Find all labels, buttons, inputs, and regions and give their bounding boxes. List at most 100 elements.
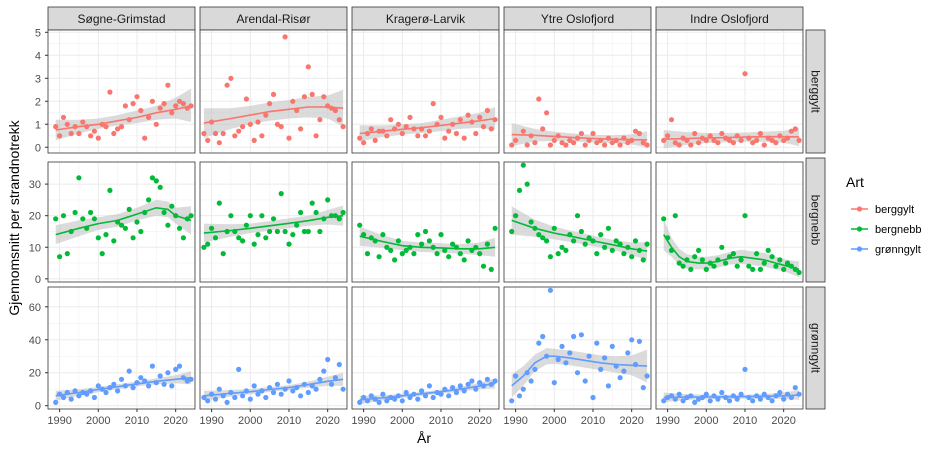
row-strip-bergnebb xyxy=(805,157,826,283)
data-point xyxy=(524,142,530,148)
legend-key-point xyxy=(856,246,863,252)
panels-layer: Søgne-Grimstad Arendal-Risør Kragerø-Larvi… xyxy=(29,6,826,427)
panel-gronngylt-kragero-larvik xyxy=(351,286,500,410)
panel-bergnebb-ytre-oslofjord xyxy=(503,161,652,283)
data-point xyxy=(286,241,292,247)
panel-background xyxy=(656,287,803,409)
data-point xyxy=(426,238,432,244)
data-point xyxy=(57,133,63,139)
row-strip-label: grønngylt xyxy=(809,323,823,374)
data-point xyxy=(492,117,498,123)
data-point xyxy=(99,251,105,257)
data-point xyxy=(91,216,97,222)
data-point xyxy=(60,394,67,401)
data-point xyxy=(484,376,490,382)
x-tick-label: 2020 xyxy=(619,415,643,427)
panel-border xyxy=(199,286,348,410)
data-point xyxy=(68,130,74,137)
data-point xyxy=(173,366,179,372)
confidence-ribbon xyxy=(203,89,344,139)
data-point xyxy=(274,381,280,387)
y-tick-label: 0 xyxy=(35,274,41,286)
data-point xyxy=(438,391,444,397)
data-point xyxy=(236,235,242,241)
data-point xyxy=(738,257,744,263)
data-point xyxy=(255,391,261,397)
data-point xyxy=(309,200,315,206)
trend-line xyxy=(55,206,192,236)
data-point xyxy=(516,393,523,399)
panel-bergnebb-arendal-risor xyxy=(199,161,348,283)
data-point xyxy=(57,254,63,260)
data-point xyxy=(240,393,246,399)
facet-strip-label: Indre Oslofjord xyxy=(690,12,769,26)
data-point xyxy=(742,366,748,372)
data-point xyxy=(586,353,592,359)
data-point xyxy=(473,130,479,137)
data-point xyxy=(157,373,163,379)
data-point xyxy=(388,117,394,123)
facet-strip-label: Arendal-Risør xyxy=(236,12,310,26)
data-point xyxy=(298,209,304,216)
data-point xyxy=(469,378,475,384)
data-point xyxy=(590,394,596,401)
legend-key-point xyxy=(856,226,863,232)
panel-berggylt-arendal-risor xyxy=(199,29,348,154)
data-point xyxy=(715,140,721,146)
data-point xyxy=(680,398,686,404)
data-point xyxy=(602,142,608,148)
data-point xyxy=(644,142,650,148)
data-point xyxy=(629,337,635,343)
data-point xyxy=(450,385,456,391)
x-tick-label: 2000 xyxy=(238,415,262,427)
data-point xyxy=(361,140,367,146)
data-point xyxy=(149,175,155,181)
y-tick-label: 60 xyxy=(29,302,41,314)
data-point xyxy=(340,124,346,130)
x-tick-label: 2000 xyxy=(390,415,414,427)
data-point xyxy=(617,142,623,148)
data-point xyxy=(111,381,117,387)
data-point xyxy=(750,398,756,404)
data-point xyxy=(738,137,744,143)
data-point xyxy=(95,235,101,241)
data-point xyxy=(392,396,398,402)
data-point xyxy=(559,140,565,146)
panel-border xyxy=(351,161,500,283)
data-point xyxy=(146,114,152,120)
data-point xyxy=(516,187,523,193)
data-point xyxy=(395,121,401,127)
data-point xyxy=(719,244,725,250)
data-point xyxy=(146,197,152,203)
data-point xyxy=(563,247,569,253)
data-point xyxy=(574,370,581,376)
data-point xyxy=(438,114,444,120)
data-point xyxy=(251,137,257,143)
data-point xyxy=(544,110,550,116)
data-point xyxy=(309,91,315,97)
data-point xyxy=(636,338,643,344)
data-point xyxy=(255,119,261,125)
data-point xyxy=(115,388,121,394)
data-point xyxy=(298,126,304,132)
data-point xyxy=(111,130,117,137)
data-point xyxy=(457,117,463,123)
panel-border xyxy=(47,29,196,154)
data-point xyxy=(236,366,242,372)
data-point xyxy=(357,399,363,405)
panel-border xyxy=(655,29,804,154)
data-point xyxy=(536,96,542,102)
data-point xyxy=(754,251,760,257)
data-point xyxy=(64,121,70,127)
data-point xyxy=(707,133,713,139)
data-point xyxy=(399,130,405,137)
data-point xyxy=(509,142,515,148)
data-point xyxy=(488,266,494,272)
trend-line xyxy=(359,235,496,250)
data-point xyxy=(103,124,109,130)
data-point xyxy=(134,219,140,225)
data-point xyxy=(243,96,249,102)
data-point xyxy=(399,251,405,257)
data-point xyxy=(305,389,311,396)
panel-gronngylt-indre-oslofjord xyxy=(655,286,804,410)
